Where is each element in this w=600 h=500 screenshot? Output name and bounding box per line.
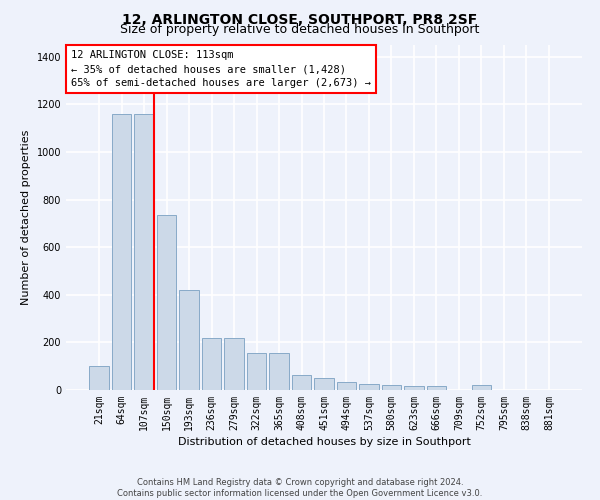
Bar xyxy=(472,385,491,390)
Bar xyxy=(292,374,311,390)
Bar xyxy=(89,366,109,390)
Bar xyxy=(269,353,289,390)
X-axis label: Distribution of detached houses by size in Southport: Distribution of detached houses by size … xyxy=(178,437,470,447)
Y-axis label: Number of detached properties: Number of detached properties xyxy=(21,130,31,305)
Bar xyxy=(179,290,199,390)
Bar xyxy=(359,384,379,390)
Text: 12 ARLINGTON CLOSE: 113sqm
← 35% of detached houses are smaller (1,428)
65% of s: 12 ARLINGTON CLOSE: 113sqm ← 35% of deta… xyxy=(71,50,371,88)
Bar xyxy=(157,215,176,390)
Bar xyxy=(202,338,221,390)
Bar xyxy=(337,382,356,390)
Bar xyxy=(314,378,334,390)
Bar xyxy=(134,114,154,390)
Text: 12, ARLINGTON CLOSE, SOUTHPORT, PR8 2SF: 12, ARLINGTON CLOSE, SOUTHPORT, PR8 2SF xyxy=(122,12,478,26)
Bar xyxy=(224,338,244,390)
Bar xyxy=(382,385,401,390)
Text: Size of property relative to detached houses in Southport: Size of property relative to detached ho… xyxy=(121,22,479,36)
Bar xyxy=(427,386,446,390)
Text: Contains HM Land Registry data © Crown copyright and database right 2024.
Contai: Contains HM Land Registry data © Crown c… xyxy=(118,478,482,498)
Bar xyxy=(404,386,424,390)
Bar xyxy=(247,353,266,390)
Bar xyxy=(112,114,131,390)
